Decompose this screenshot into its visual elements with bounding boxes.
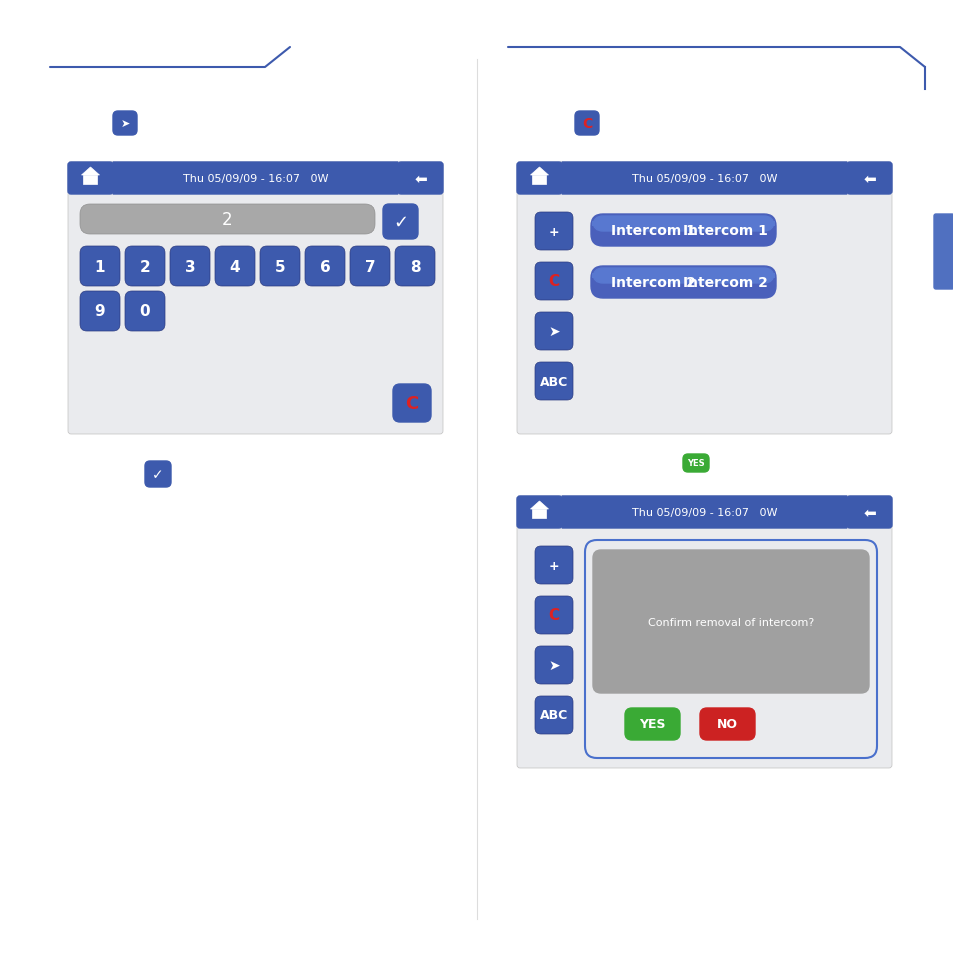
FancyBboxPatch shape	[535, 263, 573, 301]
FancyBboxPatch shape	[382, 205, 417, 240]
Text: ✓: ✓	[152, 468, 164, 481]
Text: ABC: ABC	[539, 709, 568, 721]
FancyBboxPatch shape	[575, 112, 598, 136]
Text: ➤: ➤	[548, 325, 559, 338]
FancyBboxPatch shape	[535, 313, 573, 351]
FancyBboxPatch shape	[846, 163, 891, 194]
FancyBboxPatch shape	[535, 363, 573, 400]
Text: YES: YES	[686, 459, 704, 468]
FancyBboxPatch shape	[535, 597, 573, 635]
FancyBboxPatch shape	[145, 461, 171, 488]
FancyBboxPatch shape	[80, 292, 120, 332]
FancyBboxPatch shape	[535, 546, 573, 584]
FancyBboxPatch shape	[535, 213, 573, 251]
FancyBboxPatch shape	[517, 163, 891, 435]
FancyBboxPatch shape	[305, 247, 345, 287]
FancyBboxPatch shape	[593, 269, 773, 284]
FancyBboxPatch shape	[590, 267, 775, 298]
FancyBboxPatch shape	[214, 247, 254, 287]
Text: +: +	[548, 225, 558, 238]
Text: 9: 9	[94, 304, 105, 319]
Text: Thu 05/09/09 - 16:07   0W: Thu 05/09/09 - 16:07 0W	[631, 173, 777, 184]
Text: +: +	[548, 558, 558, 572]
FancyBboxPatch shape	[561, 497, 846, 529]
Polygon shape	[530, 168, 548, 175]
FancyBboxPatch shape	[682, 455, 708, 473]
FancyBboxPatch shape	[593, 216, 773, 232]
Text: C: C	[581, 117, 592, 131]
FancyBboxPatch shape	[80, 205, 375, 234]
Text: Thu 05/09/09 - 16:07   0W: Thu 05/09/09 - 16:07 0W	[631, 507, 777, 517]
Text: ✓: ✓	[393, 213, 408, 232]
FancyBboxPatch shape	[397, 163, 442, 194]
Text: ⬅: ⬅	[862, 505, 875, 520]
FancyBboxPatch shape	[700, 708, 754, 740]
Text: 4: 4	[230, 259, 240, 274]
Text: Intercom 2: Intercom 2	[682, 275, 767, 290]
FancyBboxPatch shape	[535, 697, 573, 734]
Text: C: C	[548, 608, 559, 623]
Text: C: C	[548, 274, 559, 289]
Text: Confirm removal of intercom?: Confirm removal of intercom?	[647, 617, 813, 627]
Text: Thu 05/09/09 - 16:07   0W: Thu 05/09/09 - 16:07 0W	[183, 173, 328, 184]
Text: ➤: ➤	[548, 659, 559, 672]
Text: Intercom 1: Intercom 1	[682, 224, 767, 237]
FancyBboxPatch shape	[517, 497, 891, 768]
FancyBboxPatch shape	[260, 247, 299, 287]
FancyBboxPatch shape	[517, 497, 561, 529]
Text: 6: 6	[319, 259, 330, 274]
FancyBboxPatch shape	[593, 551, 868, 693]
FancyBboxPatch shape	[590, 214, 775, 247]
Text: Intercom 2: Intercom 2	[610, 275, 695, 290]
Polygon shape	[530, 501, 548, 510]
Text: 7: 7	[364, 259, 375, 274]
Text: C: C	[405, 395, 418, 413]
Text: 2: 2	[139, 259, 151, 274]
Polygon shape	[532, 175, 546, 185]
FancyBboxPatch shape	[350, 247, 390, 287]
FancyBboxPatch shape	[561, 163, 846, 194]
FancyBboxPatch shape	[112, 112, 137, 136]
FancyBboxPatch shape	[393, 385, 431, 422]
Polygon shape	[532, 510, 546, 518]
Polygon shape	[84, 175, 97, 185]
FancyBboxPatch shape	[584, 540, 876, 759]
FancyBboxPatch shape	[68, 163, 112, 194]
FancyBboxPatch shape	[624, 708, 679, 740]
FancyBboxPatch shape	[517, 163, 561, 194]
Text: 3: 3	[185, 259, 195, 274]
FancyBboxPatch shape	[395, 247, 435, 287]
Text: Intercom 1: Intercom 1	[610, 224, 695, 237]
Text: NO: NO	[717, 718, 738, 731]
Text: YES: YES	[639, 718, 665, 731]
FancyBboxPatch shape	[846, 497, 891, 529]
Polygon shape	[81, 168, 99, 175]
Text: 0: 0	[139, 304, 151, 319]
Text: ➤: ➤	[120, 119, 130, 129]
FancyBboxPatch shape	[80, 247, 120, 287]
Text: ABC: ABC	[539, 375, 568, 388]
FancyBboxPatch shape	[933, 214, 953, 290]
FancyBboxPatch shape	[170, 247, 210, 287]
Text: 1: 1	[94, 259, 105, 274]
Text: 8: 8	[409, 259, 420, 274]
FancyBboxPatch shape	[535, 646, 573, 684]
Text: 5: 5	[274, 259, 285, 274]
FancyBboxPatch shape	[125, 247, 165, 287]
Text: ⬅: ⬅	[414, 172, 426, 186]
FancyBboxPatch shape	[112, 163, 397, 194]
FancyBboxPatch shape	[68, 163, 442, 435]
FancyBboxPatch shape	[125, 292, 165, 332]
Text: ⬅: ⬅	[862, 172, 875, 186]
Text: 2: 2	[222, 211, 233, 229]
